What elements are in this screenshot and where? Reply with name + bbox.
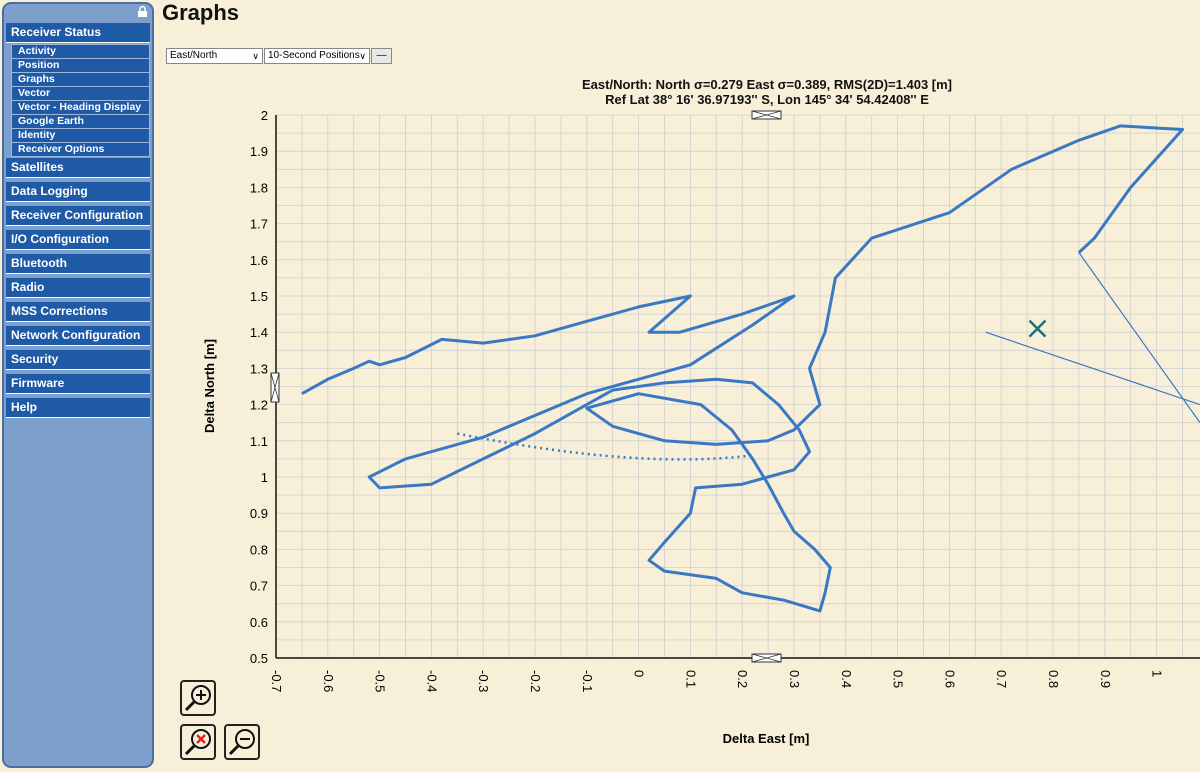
x-tick-label: -0.2 [528,670,543,692]
x-axis-label: Delta East [m] [723,731,810,746]
nav-group: I/O Configuration [6,230,150,250]
x-tick-label: 0.5 [891,670,906,688]
nav-item-security[interactable]: Security [6,350,150,370]
x-tick-label: 0.4 [839,670,854,688]
chart-title: East/North: North σ=0.279 East σ=0.389, … [582,77,952,92]
x-tick-label: 0.6 [942,670,957,688]
x-tick-label: 0.7 [994,670,1009,688]
y-tick-label: 1 [261,470,268,485]
x-tick-label: 0.3 [787,670,802,688]
subnav-item-activity[interactable]: Activity [11,44,150,59]
nav-menu: Receiver Status Activity Position Graphs Vec… [4,23,152,422]
zoom-reset-icon [184,729,211,756]
nav-item-receiver-configuration[interactable]: Receiver Configuration [6,206,150,226]
nav-item-satellites[interactable]: Satellites [6,158,150,178]
subnav-item-google-earth[interactable]: Google Earth [11,115,150,129]
y-tick-label: 2 [261,108,268,123]
chevron-down-icon: ∨ [252,51,259,61]
nav-item-data-logging[interactable]: Data Logging [6,182,150,202]
nav-item-radio[interactable]: Radio [6,278,150,298]
plot-type-value: East/North [170,50,218,61]
y-tick-label: 1.1 [250,434,268,449]
x-tick-label: -0.3 [476,670,491,692]
subnav-item-position[interactable]: Position [11,59,150,73]
nav-group: Bluetooth [6,254,150,274]
nav-item-network-configuration[interactable]: Network Configuration [6,326,150,346]
interval-select[interactable]: 10-Second Positions ∨ [264,48,370,64]
lock-icon [138,6,147,17]
sidebar: Receiver Status Activity Position Graphs Vec… [2,2,154,768]
x-tick-label: -0.5 [373,670,388,692]
nav-item-help[interactable]: Help [6,398,150,418]
zoom-in-button[interactable] [180,680,216,716]
minimize-button[interactable]: — [371,48,392,64]
nav-group: Satellites [6,158,150,178]
trajectory-thin-line [1078,252,1200,424]
subnav-item-graphs[interactable]: Graphs [11,73,150,87]
nav-group: Receiver Configuration [6,206,150,226]
x-tick-label: 0.1 [683,670,698,688]
nav-item-firmware[interactable]: Firmware [6,374,150,394]
interval-value: 10-Second Positions [268,50,360,61]
y-tick-label: 1.6 [250,253,268,268]
y-tick-label: 0.6 [250,615,268,630]
y-tick-label: 1.9 [250,144,268,159]
y-tick-label: 1.8 [250,180,268,195]
position-track [301,124,1184,613]
x-tick-label: 0 [632,670,647,677]
page-title: Graphs [162,0,240,25]
nav-group: Help [6,398,150,418]
zoom-reset-button[interactable] [180,724,216,760]
current-position-marker [1028,319,1047,338]
y-tick-label: 0.9 [250,506,268,521]
nav-item-bluetooth[interactable]: Bluetooth [6,254,150,274]
subnav-item-identity[interactable]: Identity [11,129,150,143]
x-tick-label: 0.9 [1098,670,1113,688]
plot-type-select[interactable]: East/North ∨ [166,48,263,64]
y-axis-label: Delta North [m] [202,339,217,433]
y-tick-label: 1.2 [250,398,268,413]
nav-group: Radio [6,278,150,298]
trajectory-thin-line [985,331,1200,406]
x-tick-label: -0.6 [321,670,336,692]
nav-item-mss-corrections[interactable]: MSS Corrections [6,302,150,322]
chart-subtitle: Ref Lat 38° 16' 36.97193'' S, Lon 145° 3… [605,92,929,107]
x-tick-label: 0.8 [1046,670,1061,688]
nav-group: Network Configuration [6,326,150,346]
y-tick-label: 0.8 [250,542,268,557]
subnav-item-vector-heading-display[interactable]: Vector - Heading Display [11,101,150,115]
y-tick-label: 0.7 [250,579,268,594]
x-tick-label: -0.4 [424,670,439,692]
nav-group: Data Logging [6,182,150,202]
subnav-item-vector[interactable]: Vector [11,87,150,101]
zoom-out-icon [228,729,255,756]
nav-group: Firmware [6,374,150,394]
zoom-out-button[interactable] [224,724,260,760]
nav-group: MSS Corrections [6,302,150,322]
chevron-down-icon: ∨ [359,51,366,61]
nav-item-i-o-configuration[interactable]: I/O Configuration [6,230,150,250]
x-tick-label: -0.7 [269,670,284,692]
y-tick-label: 1.7 [250,217,268,232]
y-tick-label: 1.4 [250,325,268,340]
zoom-in-icon [184,685,211,712]
y-tick-label: 0.5 [250,651,268,666]
y-tick-label: 1.3 [250,361,268,376]
y-tick-label: 1.5 [250,289,268,304]
nav-item-receiver-status[interactable]: Receiver Status [6,23,150,43]
x-tick-label: 1 [1150,670,1165,677]
subnav-item-receiver-options[interactable]: Receiver Options [11,143,150,157]
x-tick-label: 0.2 [735,670,750,688]
nav-group: Receiver Status Activity Position Graphs Vec… [6,23,150,158]
nav-group: Security [6,350,150,370]
x-tick-label: -0.1 [580,670,595,692]
